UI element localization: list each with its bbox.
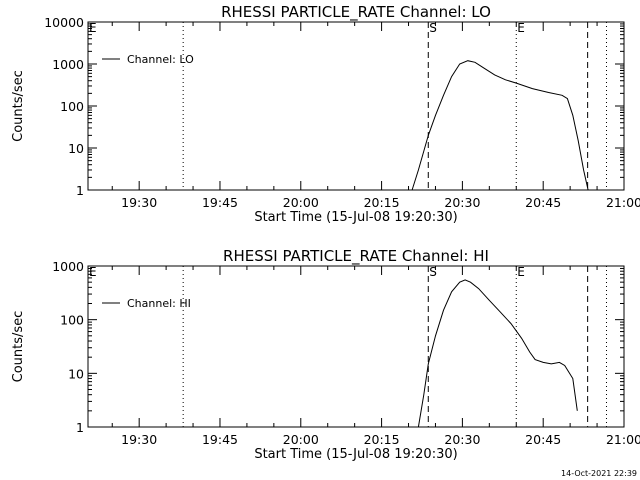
marker-label: E — [89, 21, 97, 35]
series-line — [417, 279, 578, 428]
x-tick-label: 19:30 — [121, 195, 157, 210]
y-tick-label: 10 — [68, 141, 84, 156]
chart-title: RHESSI PARTICLE_RATE Channel: HI — [223, 247, 489, 266]
hi-channel-panel: RHESSI PARTICLE_RATE Channel: HI 19:30 19:… — [11, 247, 640, 462]
x-tick-label: 20:00 — [283, 195, 319, 210]
y-tick-label: 1 — [76, 420, 84, 435]
x-axis-label: Start Time (15-Jul-08 19:20:30) — [254, 210, 457, 225]
x-tick-label: 19:45 — [202, 432, 238, 447]
y-axis-label: Counts/sec — [11, 311, 26, 383]
y-axis-label: Counts/sec — [11, 70, 26, 142]
plot-frame — [87, 265, 625, 428]
x-tick-label: 21:00 — [606, 195, 640, 210]
y-tick-label: 10000 — [44, 15, 84, 30]
y-tick-label: 1000 — [52, 259, 84, 274]
x-axis-label: Start Time (15-Jul-08 19:20:30) — [254, 447, 457, 462]
y-tick-label: 100 — [60, 313, 84, 328]
x-tick-label: 20:45 — [525, 432, 561, 447]
x-tick-label: 19:45 — [202, 195, 238, 210]
x-tick-label: 20:45 — [525, 195, 561, 210]
footer-timestamp: 14-Oct-2021 22:39 — [561, 469, 637, 478]
x-tick-label: 20:30 — [444, 432, 480, 447]
y-tick-label: 1000 — [52, 57, 84, 72]
chart-title: RHESSI PARTICLE_RATE Channel: LO — [221, 3, 491, 22]
series-line — [411, 60, 589, 191]
y-tick-label: 100 — [60, 99, 84, 114]
legend-entry: Channel: HI — [127, 297, 191, 310]
marker-label: E — [89, 265, 97, 279]
marker-label: E — [517, 21, 525, 35]
legend-entry: Channel: LO — [127, 53, 194, 66]
marker-label: S — [429, 21, 437, 35]
x-tick-label: 20:15 — [364, 432, 400, 447]
lo-channel-panel: RHESSI PARTICLE_RATE Channel: LO 19:30 19:… — [11, 3, 640, 225]
x-tick-label: 20:00 — [283, 432, 319, 447]
y-tick-label: 10 — [68, 366, 84, 381]
x-tick-label: 21:00 — [606, 432, 640, 447]
x-tick-label: 19:30 — [121, 432, 157, 447]
y-tick-label: 1 — [76, 183, 84, 198]
marker-label: S — [429, 265, 437, 279]
plot-frame — [87, 21, 625, 191]
marker-label: E — [517, 265, 525, 279]
x-tick-label: 20:30 — [444, 195, 480, 210]
x-tick-label: 20:15 — [364, 195, 400, 210]
